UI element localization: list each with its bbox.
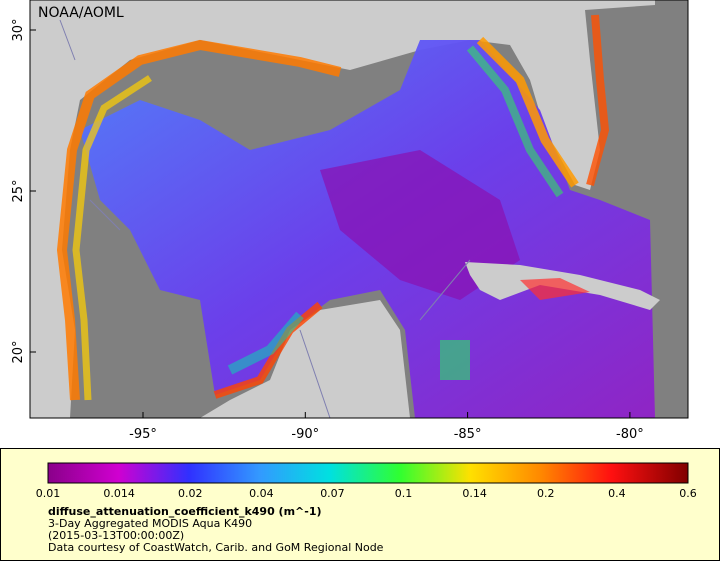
lat-label: 25° — [11, 179, 26, 202]
lat-label: 30° — [11, 18, 26, 41]
colorbar-tick-label: 0.14 — [462, 487, 487, 500]
colorbar-tick-label: 0.02 — [178, 487, 203, 500]
colorbar-tick-label: 0.6 — [679, 487, 697, 500]
lon-label: -95° — [129, 427, 157, 442]
lon-label: -80° — [616, 427, 644, 442]
lat-label: 20° — [11, 340, 26, 363]
variable-name: diffuse_attenuation_coefficient_k490 (m^… — [48, 505, 322, 518]
colorbar-tick-label: 0.1 — [395, 487, 413, 500]
attribution: NOAA/AOML — [38, 5, 124, 21]
colorbar — [47, 462, 689, 484]
map-area — [30, 0, 688, 418]
colorbar-tick-label: 0.014 — [103, 487, 135, 500]
colorbar-tick-label: 0.01 — [36, 487, 61, 500]
lon-label: -85° — [454, 427, 482, 442]
colorbar-tick-label: 0.4 — [608, 487, 626, 500]
legend-line: Data courtesy of CoastWatch, Carib. and … — [48, 541, 384, 554]
legend-line: (2015-03-13T00:00:00Z) — [48, 529, 184, 542]
colorbar-tick-label: 0.07 — [320, 487, 345, 500]
legend-line: 3-Day Aggregated MODIS Aqua K490 — [48, 517, 252, 530]
colorbar-tick-label: 0.04 — [249, 487, 274, 500]
colorbar-tick-label: 0.2 — [537, 487, 555, 500]
lon-label: -90° — [291, 427, 319, 442]
